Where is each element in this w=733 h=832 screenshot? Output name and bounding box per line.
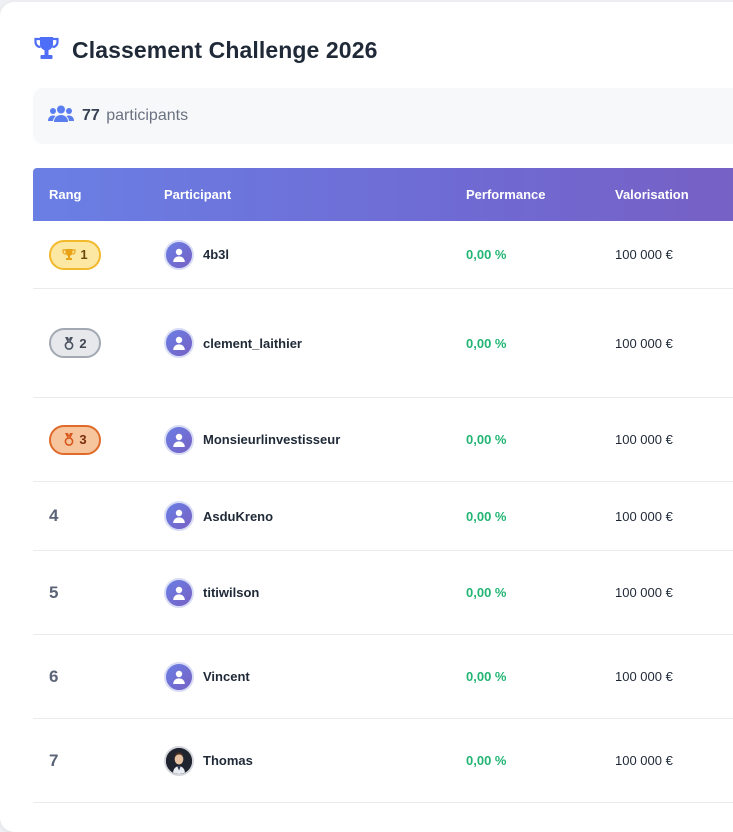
valuation-cell: 100 000 € [615,753,673,768]
rank-number: 1 [80,247,88,262]
trophy-icon [62,248,76,261]
rank-badge-gold: 1 [49,239,101,270]
rank-badge-bronze: 3 [49,424,101,455]
column-header-performance[interactable]: Performance [466,187,546,202]
participant-name[interactable]: clement_laithier [203,335,302,351]
user-avatar-icon [164,501,194,531]
performance-cell: 0,00 % [466,753,507,768]
rank-number: 2 [79,335,87,351]
user-avatar-icon [164,577,194,608]
participant-name[interactable]: titiwilson [203,585,260,600]
page-title: Classement Challenge 2026 [72,36,378,63]
participant-cell[interactable]: Monsieurlinvestisseur [164,398,340,481]
participants-label: participants [106,107,189,124]
rank-number: 7 [49,750,59,770]
rank-number: 6 [49,666,59,686]
table-row[interactable]: 4 AsduKreno 0,00 % 100 000 € [33,482,733,551]
valuation-cell: 100 000 € [615,432,673,447]
rank-number: 3 [79,432,87,447]
rank-cell: 6 [49,635,58,718]
participant-cell[interactable]: titiwilson [164,551,259,634]
rank-badge-silver: 2 [49,328,101,358]
performance-cell: 0,00 % [466,669,507,684]
table-row[interactable]: 1 4b3l 0,00 % 100 000 € [33,221,733,289]
participant-cell[interactable]: Thomas [164,719,253,802]
valuation-cell: 100 000 € [615,247,673,262]
table-row[interactable]: 6 Vincent 0,00 % 100 000 € [33,635,733,719]
valuation-cell: 100 000 € [615,335,673,351]
participant-name[interactable]: Thomas [203,753,253,768]
table-row[interactable]: 2 clement_laithier 0,00 % 100 000 € [33,289,733,398]
valuation-cell: 100 000 € [615,508,673,524]
user-avatar-icon [164,661,194,692]
table-row[interactable]: 5 titiwilson 0,00 % 100 000 € [33,551,733,635]
rank-cell: 2 [49,289,101,397]
participant-cell[interactable]: Vincent [164,635,250,718]
title-row: Classement Challenge 2026 [33,35,377,65]
medal-icon [63,336,75,350]
rank-cell: 4 [49,482,58,550]
trophy-icon [33,35,60,66]
user-avatar-icon [164,424,194,455]
medal-icon [63,433,75,446]
participant-cell[interactable]: AsduKreno [164,482,273,550]
column-header-participant[interactable]: Participant [164,187,232,202]
rank-cell: 3 [49,398,101,481]
participant-name[interactable]: 4b3l [203,247,230,262]
rank-number: 4 [49,506,59,525]
column-header-valuation[interactable]: Valorisation [615,187,689,202]
performance-cell: 0,00 % [466,508,507,524]
user-avatar-icon [164,328,194,358]
participants-summary: 77 participants [33,88,733,144]
rank-cell: 1 [49,221,101,288]
participant-name[interactable]: Monsieurlinvestisseur [203,432,341,447]
performance-cell: 0,00 % [466,335,507,351]
performance-cell: 0,00 % [466,247,507,262]
table-row[interactable]: 3 Monsieurlinvestisseur 0,00 % 100 000 € [33,398,733,482]
rank-cell: 7 [49,719,58,802]
valuation-cell: 100 000 € [615,669,673,684]
performance-cell: 0,00 % [466,432,507,447]
participants-count: 77 [82,107,100,124]
users-icon [48,104,74,129]
valuation-cell: 100 000 € [615,585,673,600]
user-avatar-icon [164,239,194,270]
table-body: 1 4b3l 0,00 % 100 000 € 2 clement_laithier 0,0… [33,221,733,803]
rank-cell: 5 [49,551,58,634]
table-header: Rang Participant Performance Valorisatio… [33,168,733,221]
rank-number: 5 [49,582,59,602]
performance-cell: 0,00 % [466,585,507,600]
participant-cell[interactable]: 4b3l [164,221,229,288]
participant-name[interactable]: Vincent [203,669,250,684]
column-header-rank[interactable]: Rang [49,187,82,202]
avatar-photo [164,745,194,776]
participant-cell[interactable]: clement_laithier [164,289,302,397]
leaderboard-table: Rang Participant Performance Valorisatio… [33,168,733,803]
participant-name[interactable]: AsduKreno [203,508,274,524]
table-row[interactable]: 7 Thomas 0,00 % 100 000 € [33,719,733,803]
